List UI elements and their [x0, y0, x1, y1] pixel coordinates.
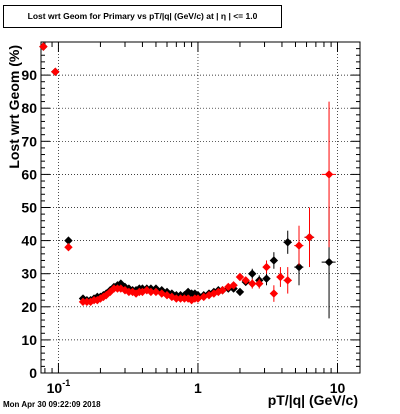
y-tick-label: 50 — [21, 200, 37, 216]
diamond-marker — [183, 294, 193, 303]
diamond-marker — [262, 262, 271, 272]
y-axis-label: Lost wrt Geom (%) — [6, 45, 22, 169]
data-points — [39, 42, 336, 319]
diamond-marker — [241, 276, 250, 285]
data-point — [241, 276, 250, 285]
y-tick-label: 80 — [21, 100, 37, 116]
data-point — [255, 278, 264, 289]
data-point — [214, 287, 223, 297]
diamond-marker — [151, 287, 161, 297]
y-tick-label: 70 — [21, 133, 37, 149]
diamond-marker — [269, 256, 279, 265]
data-point — [294, 225, 304, 266]
data-point — [262, 260, 271, 274]
diamond-marker — [235, 287, 245, 297]
grid-lines — [41, 41, 360, 373]
diamond-marker — [39, 42, 48, 51]
data-point — [248, 278, 257, 289]
diamond-marker — [146, 287, 156, 297]
diamond-marker — [324, 257, 334, 267]
data-point — [269, 252, 279, 269]
data-point — [235, 272, 245, 282]
data-point — [51, 67, 60, 76]
data-point — [235, 287, 245, 297]
y-axis: 0 10 20 30 40 50 60 70 80 90 — [21, 41, 360, 381]
data-point — [142, 286, 152, 295]
data-point — [146, 287, 156, 297]
data-point — [283, 267, 292, 294]
y-tick-label: 40 — [21, 233, 37, 249]
data-point — [269, 285, 279, 302]
data-point — [321, 101, 336, 248]
diamond-marker — [229, 281, 238, 290]
data-point — [248, 268, 257, 279]
diamond-marker — [305, 233, 314, 242]
diamond-marker — [142, 286, 152, 295]
y-tick-label: 10 — [21, 332, 37, 348]
diamond-marker — [283, 276, 292, 285]
data-point — [218, 286, 227, 295]
timestamp: Mon Apr 30 09:22:09 2018 — [3, 400, 101, 409]
data-point — [276, 267, 285, 287]
y-tick-label: 0 — [29, 365, 37, 381]
y-tick-label: 30 — [21, 266, 37, 282]
diamond-marker — [255, 279, 264, 288]
diamond-marker — [116, 284, 126, 293]
data-point — [64, 236, 73, 245]
data-point — [229, 281, 238, 290]
x-tick-label: 10-1 — [47, 378, 71, 396]
diamond-marker — [324, 170, 334, 179]
x-axis-label: pT/|q| (GeV/c) — [268, 392, 358, 408]
diamond-marker — [183, 287, 193, 297]
x-tick-label: 10 — [330, 380, 346, 396]
diamond-marker — [214, 287, 223, 297]
diamond-marker — [248, 269, 257, 278]
diamond-marker — [294, 262, 304, 272]
y-tick-label: 60 — [21, 166, 37, 182]
diamond-marker — [218, 286, 227, 295]
diamond-marker — [224, 282, 233, 292]
data-point — [151, 287, 161, 297]
data-point — [190, 289, 200, 298]
data-point — [116, 284, 126, 293]
x-tick-label: 1 — [194, 380, 202, 396]
data-point — [304, 207, 315, 268]
y-tick-label: 90 — [21, 67, 37, 83]
diamond-marker — [190, 289, 200, 298]
diamond-marker — [262, 274, 271, 283]
diamond-marker — [64, 243, 73, 252]
y-tick-label: 20 — [21, 299, 37, 315]
diamond-marker — [294, 241, 304, 250]
data-point — [262, 272, 271, 286]
diamond-marker — [283, 238, 292, 247]
diamond-marker — [248, 279, 257, 288]
data-point — [183, 294, 193, 303]
chart-title: Lost wrt Geom for Primary vs pT/|q| (GeV… — [3, 5, 282, 28]
data-point — [183, 287, 193, 297]
data-point — [64, 243, 73, 252]
diamond-marker — [51, 67, 60, 76]
diamond-marker — [269, 289, 279, 298]
data-point — [39, 42, 48, 51]
data-point — [283, 230, 292, 254]
diamond-marker — [235, 272, 245, 282]
data-point — [224, 282, 233, 292]
diamond-marker — [276, 272, 285, 282]
diamond-marker — [64, 236, 73, 245]
